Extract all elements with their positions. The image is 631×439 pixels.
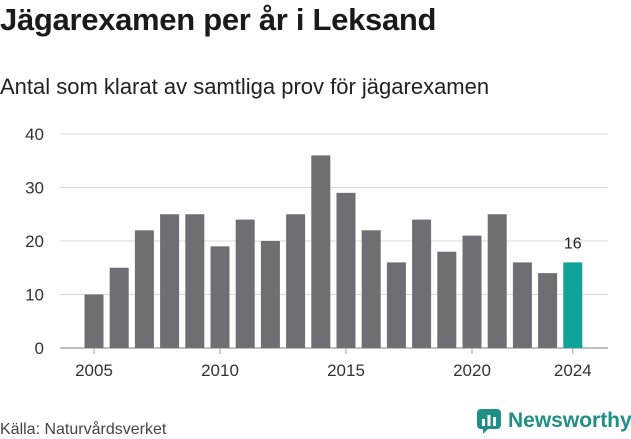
y-tick-label: 30 — [25, 179, 44, 198]
bar-2015 — [336, 192, 356, 348]
y-axis-ticks: 0 10 20 30 40 — [25, 125, 44, 358]
x-tick-label: 2024 — [554, 361, 592, 380]
bar-2008 — [160, 214, 180, 348]
newsworthy-logo-icon — [477, 409, 501, 434]
bar-2024 — [563, 262, 583, 348]
x-tick-label: 2005 — [75, 361, 113, 380]
bar-2016 — [361, 230, 381, 348]
bar-2014 — [311, 155, 331, 348]
data-labels: 16 — [564, 235, 582, 252]
brand-logo: Newsworthy — [476, 408, 631, 434]
bar-2023 — [538, 273, 558, 348]
source-note: Källa: Naturvårdsverket — [0, 421, 167, 438]
bar-2010 — [210, 246, 230, 348]
bar-2019 — [437, 251, 457, 348]
bar-2013 — [286, 214, 306, 348]
x-axis-ticks: 2005 2010 2015 2020 2024 — [75, 348, 592, 380]
y-tick-label: 0 — [35, 339, 44, 358]
y-tick-label: 40 — [25, 125, 44, 144]
bar-2018 — [412, 219, 432, 348]
bars — [84, 155, 583, 348]
y-tick-label: 10 — [25, 286, 44, 305]
bar-2011 — [235, 219, 255, 348]
bar-2007 — [134, 230, 154, 348]
data-label-2024: 16 — [564, 235, 582, 252]
bar-2022 — [512, 262, 532, 348]
chart-title: Jägarexamen per år i Leksand — [0, 2, 437, 37]
x-tick-label: 2010 — [201, 361, 239, 380]
bar-2012 — [260, 241, 280, 348]
y-tick-label: 20 — [25, 232, 44, 251]
bar-2005 — [84, 294, 104, 348]
bar-2009 — [185, 214, 205, 348]
bar-2021 — [487, 214, 507, 348]
bar-2020 — [462, 235, 482, 348]
bar-2017 — [386, 262, 406, 348]
chart-subtitle: Antal som klarat av samtliga prov för jä… — [0, 74, 490, 99]
bar-2006 — [109, 267, 129, 348]
brand-name: Newsworthy — [508, 409, 631, 432]
x-tick-label: 2020 — [453, 361, 491, 380]
x-tick-label: 2015 — [327, 361, 365, 380]
